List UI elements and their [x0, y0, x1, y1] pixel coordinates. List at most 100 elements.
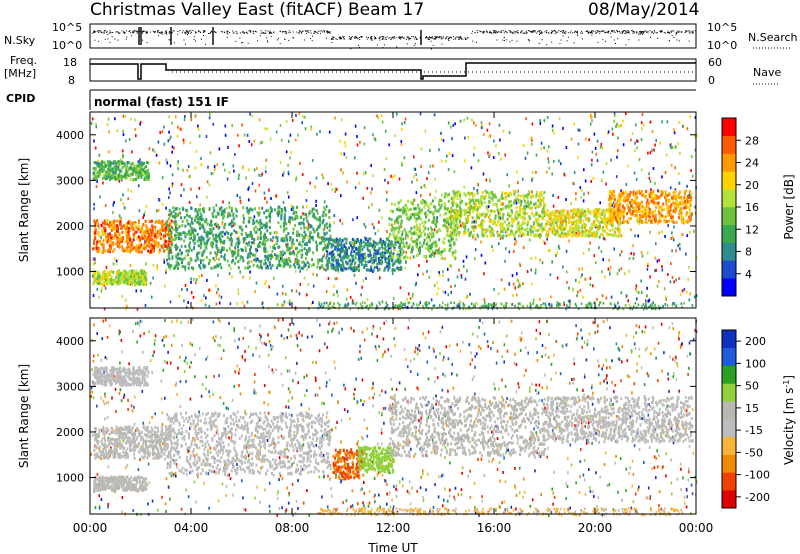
data-cell	[289, 246, 292, 250]
nsky-point	[383, 36, 385, 38]
data-cell	[266, 254, 269, 258]
data-cell	[173, 266, 176, 270]
nsky-point	[145, 32, 147, 34]
data-cell	[206, 235, 209, 239]
data-cell	[224, 222, 227, 226]
noise-cell	[591, 115, 593, 119]
nsky-point	[236, 32, 238, 34]
data-cell	[391, 210, 394, 214]
noise-cell	[640, 279, 642, 283]
noise-cell	[378, 220, 380, 224]
noise-cell	[580, 275, 582, 279]
data-cell	[135, 169, 138, 173]
data-cell	[283, 251, 286, 255]
noise-cell	[641, 254, 644, 258]
nsky-point	[323, 31, 325, 33]
noise-cell	[635, 284, 638, 288]
data-cell	[411, 213, 414, 217]
data-cell	[113, 221, 116, 225]
data-cell	[453, 227, 456, 230]
data-cell	[102, 242, 105, 246]
data-cell	[102, 248, 105, 252]
noise-cell	[646, 267, 649, 271]
data-cell	[196, 255, 199, 259]
data-cell	[147, 175, 150, 179]
noise-cell	[496, 205, 498, 209]
noise-cell	[466, 116, 469, 120]
nsky-point	[270, 36, 272, 38]
data-cell	[125, 271, 128, 274]
noise-cell	[152, 263, 155, 267]
data-cell	[347, 254, 350, 258]
data-cell	[180, 216, 182, 220]
noise-cell	[99, 195, 101, 199]
data-cell	[202, 236, 205, 240]
nsky-point	[185, 43, 186, 45]
data-cell	[114, 173, 117, 177]
data-cell	[237, 242, 240, 246]
nsky-point	[97, 30, 99, 31]
noise-cell	[231, 275, 233, 279]
nsky-point	[482, 31, 484, 33]
data-cell	[328, 228, 331, 232]
noise-cell	[681, 233, 684, 237]
data-cell	[124, 230, 127, 234]
data-cell	[316, 233, 319, 237]
nsky-point	[242, 31, 244, 33]
data-cell	[280, 254, 283, 257]
data-cell	[425, 255, 428, 259]
noise-cell	[390, 174, 392, 178]
data-cell	[230, 207, 233, 211]
nsky-point	[382, 47, 384, 49]
data-cell	[359, 250, 362, 253]
noise-cell	[131, 150, 133, 154]
data-cell	[450, 237, 453, 241]
noise-cell	[582, 199, 585, 203]
noise-cell	[340, 194, 342, 198]
nsky-point	[185, 32, 187, 34]
data-cell	[358, 254, 361, 258]
data-cell	[109, 270, 112, 274]
noise-cell	[281, 303, 283, 307]
nsky-point	[566, 40, 568, 42]
nsky-point	[407, 36, 409, 38]
nsky-point	[605, 31, 606, 33]
nsky-point	[509, 30, 511, 32]
data-cell	[145, 226, 148, 230]
data-cell	[412, 231, 415, 235]
data-cell	[399, 251, 402, 254]
nsky-point	[617, 31, 618, 33]
data-cell	[229, 233, 232, 237]
data-cell	[425, 247, 428, 250]
data-cell	[178, 257, 181, 261]
data-cell	[177, 266, 179, 270]
data-cell	[298, 233, 301, 237]
nsky-point	[653, 32, 655, 34]
data-cell	[328, 225, 331, 228]
data-cell	[264, 250, 267, 254]
nsky-point	[210, 30, 212, 32]
noise-cell	[674, 145, 677, 149]
data-cell	[376, 242, 379, 246]
nsky-point	[146, 32, 148, 34]
noise-cell	[449, 125, 452, 129]
data-cell	[255, 219, 258, 223]
noise-cell	[165, 270, 167, 274]
noise-cell	[378, 208, 381, 212]
nsky-point	[265, 30, 267, 32]
nsky-point	[358, 45, 360, 46]
data-cell	[370, 267, 373, 271]
data-cell	[293, 263, 296, 267]
noise-cell	[156, 264, 159, 268]
noise-cell	[206, 278, 208, 282]
data-cell	[144, 277, 147, 281]
noise-cell	[154, 229, 157, 233]
data-cell	[285, 261, 288, 265]
data-cell	[220, 255, 223, 258]
noise-cell	[208, 116, 211, 120]
data-cell	[175, 223, 178, 227]
noise-cell	[688, 196, 690, 200]
data-cell	[154, 232, 157, 236]
nsky-point	[554, 30, 555, 31]
nsky-point	[246, 31, 247, 33]
